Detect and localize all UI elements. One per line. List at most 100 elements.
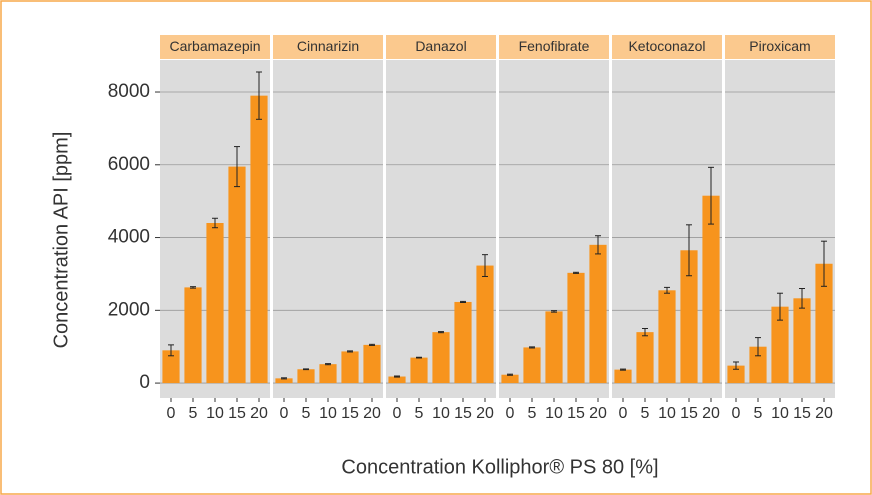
y-tick-label: 8000 — [108, 81, 150, 102]
x-tick-label: 20 — [589, 405, 607, 422]
bar — [432, 332, 450, 384]
error-bar — [416, 356, 422, 359]
x-tick-label: 15 — [454, 405, 472, 422]
bar — [162, 350, 180, 384]
strip — [612, 35, 722, 59]
strip — [273, 35, 383, 59]
bar — [341, 351, 359, 384]
facet-label: Cinnarizin — [297, 38, 359, 54]
error-bar — [573, 271, 579, 274]
x-tick-label: 20 — [702, 405, 720, 422]
facet-label: Danazol — [415, 38, 466, 54]
x-axis-label: Concentration Kolliphor® PS 80 [%] — [341, 456, 658, 478]
x-tick-label: 0 — [732, 405, 741, 422]
bar — [476, 265, 494, 384]
strip — [499, 35, 609, 59]
bar — [589, 244, 607, 384]
x-tick-label: 0 — [280, 405, 289, 422]
error-bar — [168, 344, 174, 357]
x-tick-label: 15 — [680, 405, 698, 422]
x-tick-label: 20 — [363, 405, 381, 422]
error-bar — [777, 292, 783, 321]
bar — [206, 222, 224, 384]
error-bar — [303, 368, 309, 371]
error-bar — [642, 328, 648, 337]
x-tick-label: 20 — [815, 405, 833, 422]
error-bar — [620, 368, 626, 371]
bar — [363, 344, 381, 384]
x-tick-label: 0 — [393, 405, 402, 422]
error-bar — [595, 235, 601, 255]
x-tick-label: 5 — [754, 405, 763, 422]
error-bar — [438, 331, 444, 334]
error-bar — [708, 166, 714, 225]
y-tick-label: 4000 — [108, 227, 150, 248]
bar — [636, 332, 654, 384]
error-bar — [507, 373, 513, 376]
error-bar — [755, 337, 761, 357]
bar — [815, 263, 833, 384]
error-bar — [394, 375, 400, 378]
strip — [725, 35, 835, 59]
bar — [702, 195, 720, 384]
x-tick-label: 15 — [341, 405, 359, 422]
x-tick-label: 5 — [415, 405, 424, 422]
bar — [793, 298, 811, 384]
error-bar — [529, 346, 535, 349]
x-tick-label: 10 — [206, 405, 224, 422]
x-tick-label: 10 — [319, 405, 337, 422]
bar — [727, 365, 745, 384]
x-tick-label: 10 — [658, 405, 676, 422]
error-bar — [664, 286, 670, 294]
strip — [386, 35, 496, 59]
y-tick-label: 6000 — [108, 154, 150, 175]
x-tick-label: 0 — [506, 405, 515, 422]
bar — [388, 376, 406, 384]
error-bar — [281, 377, 287, 380]
bar — [658, 290, 676, 384]
error-bar — [733, 361, 739, 370]
bar — [501, 374, 519, 384]
error-bar — [369, 343, 375, 346]
x-tick-label: 5 — [302, 405, 311, 422]
bar — [567, 272, 585, 384]
bar — [545, 311, 563, 384]
x-tick-label: 0 — [619, 405, 628, 422]
error-bar — [234, 146, 240, 188]
x-tick-label: 5 — [189, 405, 198, 422]
x-tick-label: 10 — [432, 405, 450, 422]
error-bar — [190, 286, 196, 289]
y-tick-label: 0 — [139, 372, 150, 393]
x-tick-label: 10 — [771, 405, 789, 422]
error-bar — [821, 240, 827, 287]
bar — [523, 347, 541, 384]
x-tick-label: 20 — [476, 405, 494, 422]
x-tick-label: 5 — [528, 405, 537, 422]
x-tick-label: 15 — [567, 405, 585, 422]
x-tick-label: 5 — [641, 405, 650, 422]
error-bar — [799, 287, 805, 309]
strip — [160, 35, 270, 59]
panel — [273, 60, 383, 398]
y-axis-label: Concentration API [ppm] — [50, 132, 72, 349]
facet-label: Fenofibrate — [519, 38, 590, 54]
bar — [275, 378, 293, 384]
bar — [410, 357, 428, 384]
bar — [319, 364, 337, 384]
error-bar — [325, 363, 331, 366]
x-tick-label: 20 — [250, 405, 268, 422]
error-bar — [212, 217, 218, 229]
y-tick-label: 2000 — [108, 299, 150, 320]
bar — [771, 306, 789, 384]
facet-label: Ketoconazol — [628, 38, 705, 54]
x-tick-label: 15 — [228, 405, 246, 422]
bar — [250, 95, 268, 384]
bar — [680, 250, 698, 384]
x-tick-label: 15 — [793, 405, 811, 422]
bar — [297, 369, 315, 384]
error-bar — [482, 254, 488, 277]
error-bar — [551, 310, 557, 313]
facet-label: Piroxicam — [749, 38, 810, 54]
bar — [454, 301, 472, 384]
